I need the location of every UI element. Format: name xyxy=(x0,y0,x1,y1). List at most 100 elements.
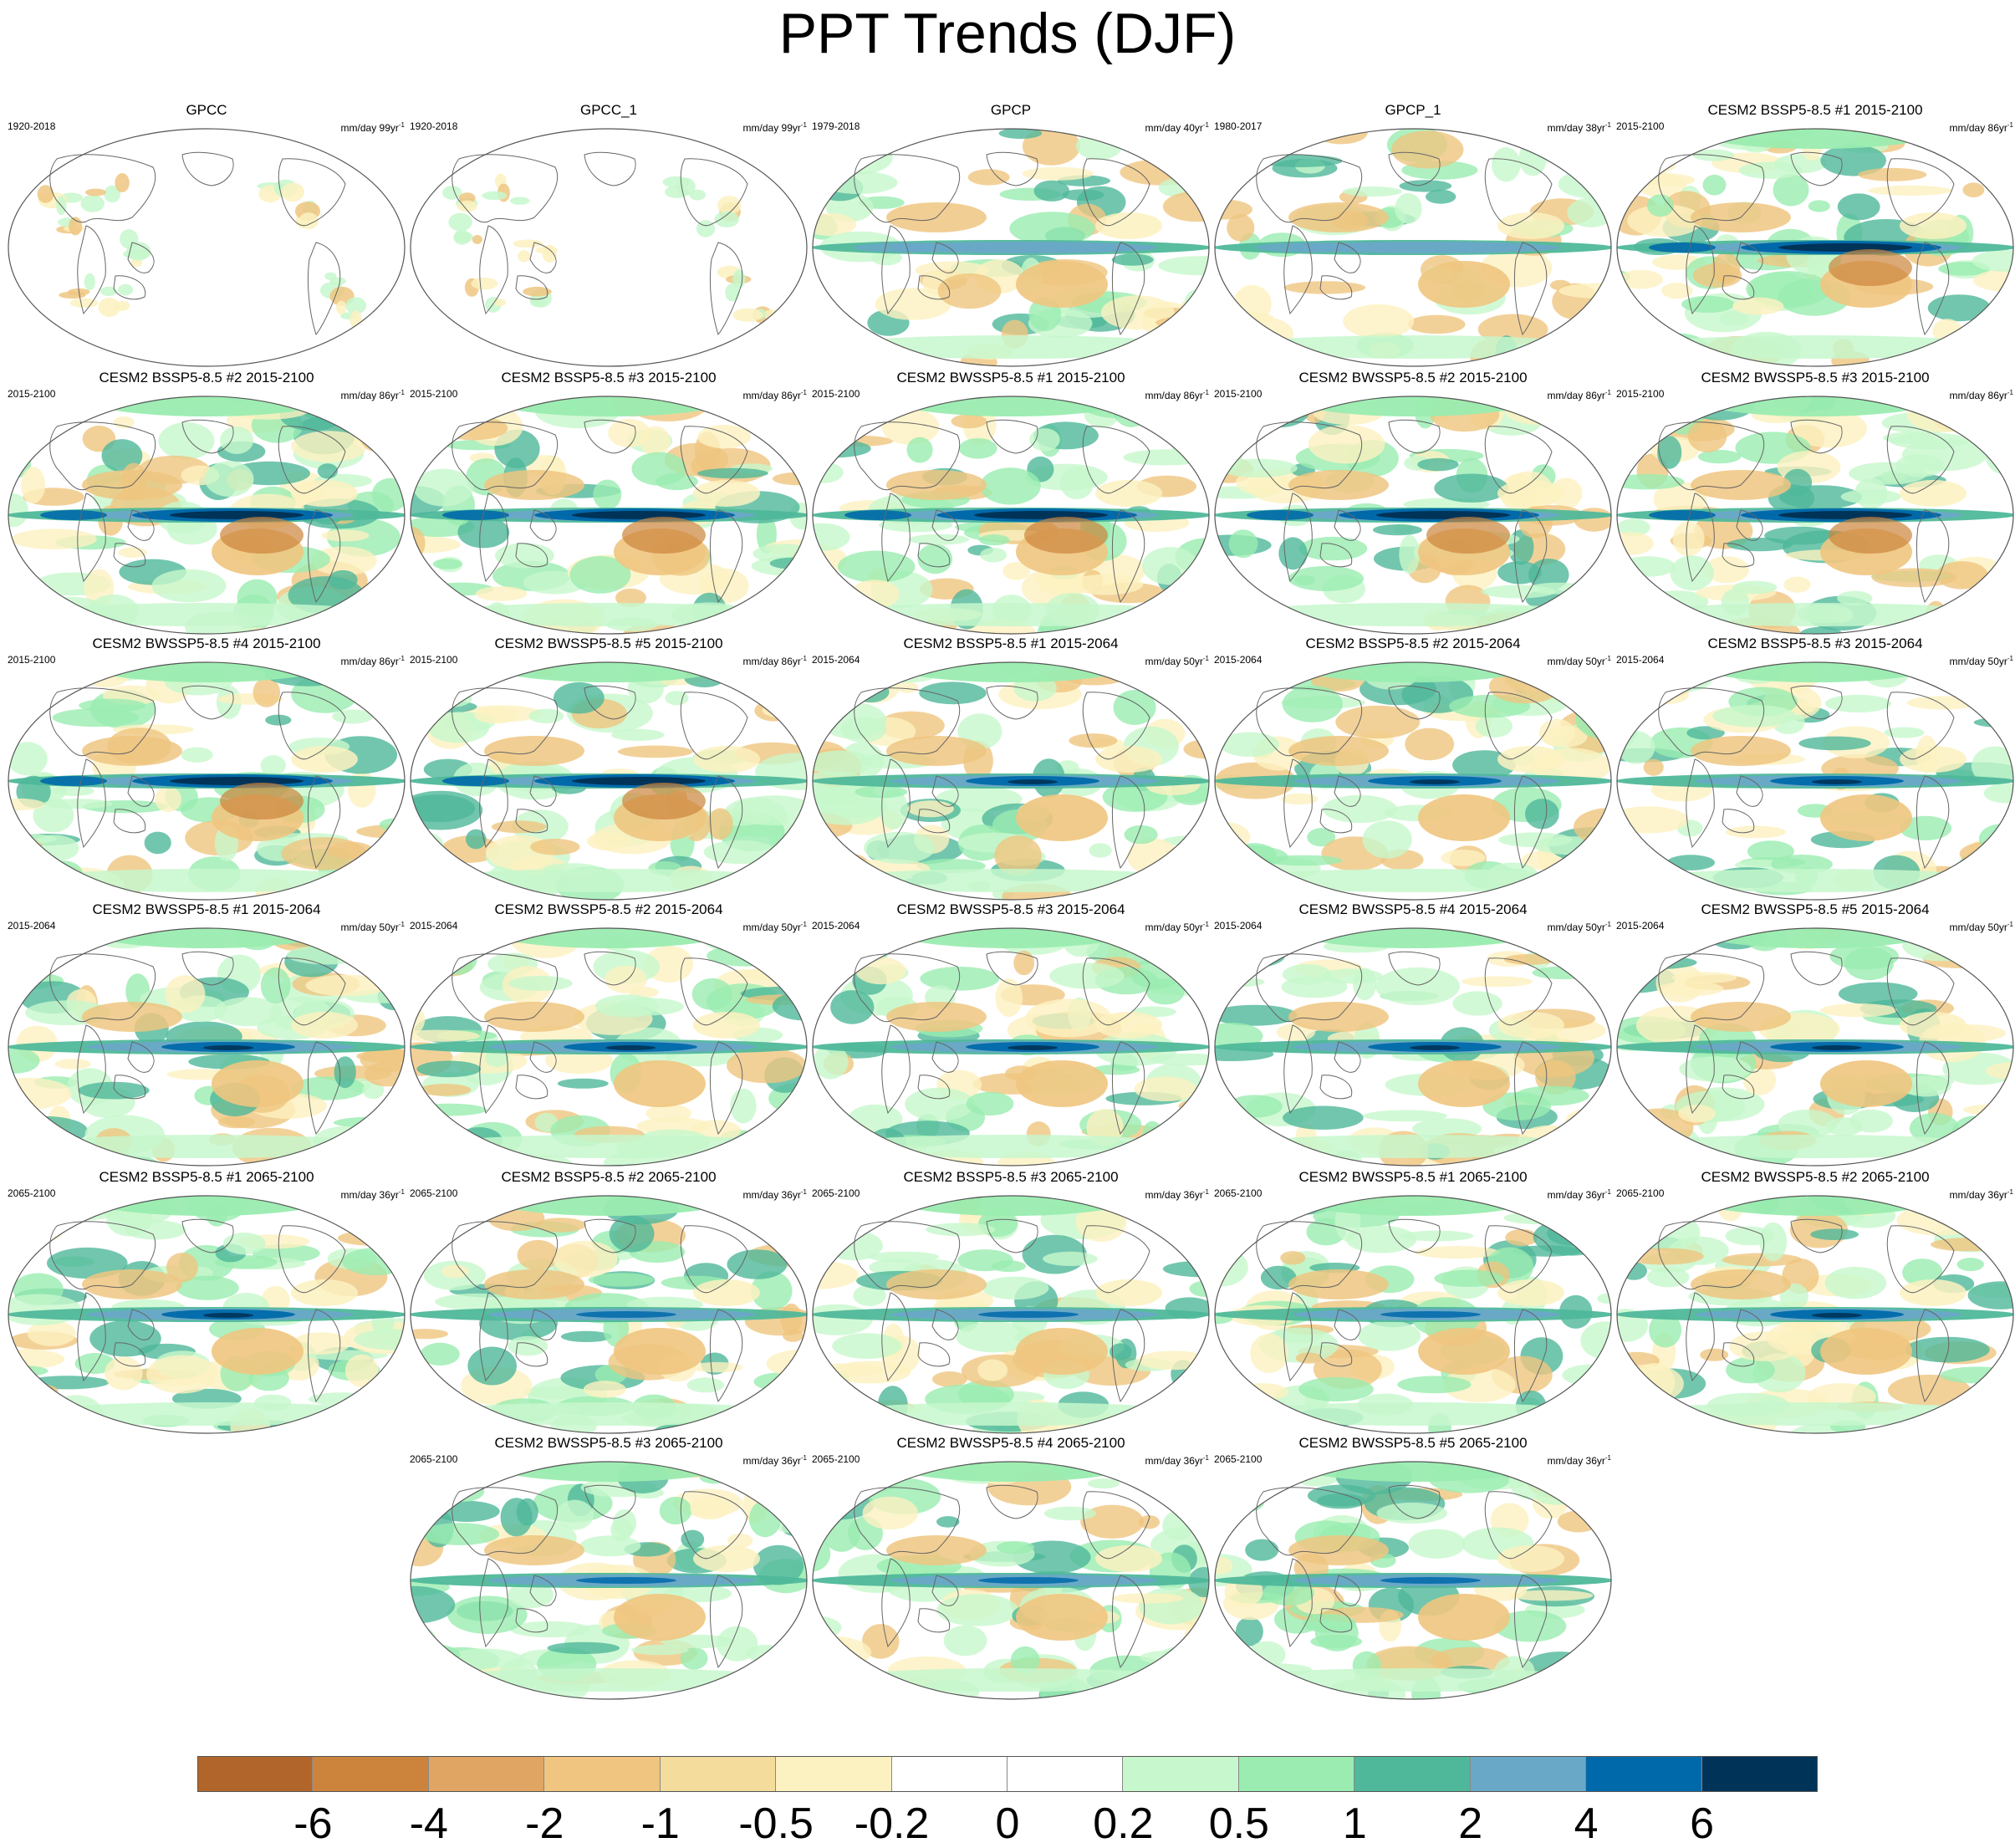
panel-title: CESM2 BWSSP5-8.5 #2 2015-2064 xyxy=(409,901,809,918)
panel-title: CESM2 BSSP5-8.5 #2 2015-2064 xyxy=(1213,636,1613,652)
colorbar-tick-label: 1 xyxy=(1288,1800,1421,1848)
colorbar-tick-label: 6 xyxy=(1635,1800,1769,1848)
precip-trend-map xyxy=(811,659,1211,903)
panel-title: GPCC_1 xyxy=(409,102,809,119)
panel-title: CESM2 BWSSP5-8.5 #5 2015-2064 xyxy=(1615,901,2015,918)
precip-trend-map xyxy=(811,393,1211,637)
precip-trend-map xyxy=(409,125,809,370)
precip-trend-map xyxy=(7,125,406,370)
panel-title: CESM2 BSSP5-8.5 #2 2065-2100 xyxy=(409,1169,809,1186)
colorbar-tick-label: -0.5 xyxy=(709,1800,843,1848)
trend-field xyxy=(811,659,1211,903)
panel-title: CESM2 BWSSP5-8.5 #4 2015-2100 xyxy=(7,636,406,652)
precip-trend-map xyxy=(1213,1458,1613,1703)
precip-trend-map xyxy=(811,1458,1211,1703)
panel-title: CESM2 BSSP5-8.5 #1 2015-2100 xyxy=(1615,102,2015,119)
panel-title: CESM2 BWSSP5-8.5 #2 2015-2100 xyxy=(1213,370,1613,386)
panel-title: GPCC xyxy=(7,102,406,119)
figure-title: PPT Trends (DJF) xyxy=(0,0,2015,67)
panel-title: CESM2 BWSSP5-8.5 #3 2065-2100 xyxy=(409,1435,809,1452)
precip-trend-map xyxy=(409,659,809,903)
precip-trend-map xyxy=(7,925,406,1169)
precip-trend-map xyxy=(1213,925,1613,1169)
precip-trend-map xyxy=(1213,1192,1613,1437)
trend-field xyxy=(1213,659,1613,903)
colorbar xyxy=(197,1756,1818,1794)
precip-trend-map xyxy=(409,1192,809,1437)
precip-trend-map xyxy=(1615,393,2015,637)
panel-title: CESM2 BWSSP5-8.5 #1 2015-2100 xyxy=(811,370,1211,386)
panel-title: CESM2 BWSSP5-8.5 #3 2015-2100 xyxy=(1615,370,2015,386)
panel-title: GPCP xyxy=(811,102,1211,119)
precip-trend-map xyxy=(1213,393,1613,637)
panel-title: CESM2 BWSSP5-8.5 #5 2015-2100 xyxy=(409,636,809,652)
panel-title: GPCP_1 xyxy=(1213,102,1613,119)
colorbar-tick-label: -0.2 xyxy=(825,1800,959,1848)
colorbar-tick-label: -4 xyxy=(362,1800,496,1848)
precip-trend-map xyxy=(811,1192,1211,1437)
panel-title: CESM2 BSSP5-8.5 #2 2015-2100 xyxy=(7,370,406,386)
precip-trend-map xyxy=(1213,125,1613,370)
panel-title: CESM2 BSSP5-8.5 #1 2065-2100 xyxy=(7,1169,406,1186)
colorbar-tick-label: 0 xyxy=(941,1800,1074,1848)
precip-trend-map xyxy=(1615,1192,2015,1437)
panel-title: CESM2 BWSSP5-8.5 #2 2065-2100 xyxy=(1615,1169,2015,1186)
panel-title: CESM2 BWSSP5-8.5 #1 2065-2100 xyxy=(1213,1169,1613,1186)
trend-field xyxy=(1615,1192,2015,1437)
colorbar-tick-label: -6 xyxy=(246,1800,380,1848)
precip-trend-map xyxy=(1615,659,2015,903)
trend-field xyxy=(409,1458,809,1703)
precip-trend-map xyxy=(811,125,1211,370)
colorbar-tick-label: -2 xyxy=(477,1800,611,1848)
colorbar-tick-label: 2 xyxy=(1404,1800,1538,1848)
precip-trend-map xyxy=(7,659,406,903)
panel-title: CESM2 BWSSP5-8.5 #1 2015-2064 xyxy=(7,901,406,918)
panel-title: CESM2 BWSSP5-8.5 #4 2065-2100 xyxy=(811,1435,1211,1452)
colorbar-tick-label: 0.2 xyxy=(1056,1800,1190,1848)
panel-title: CESM2 BWSSP5-8.5 #5 2065-2100 xyxy=(1213,1435,1613,1452)
trend-field xyxy=(811,1192,1211,1437)
precip-trend-map xyxy=(409,393,809,637)
precip-trend-map xyxy=(1615,125,2015,370)
precip-trend-map xyxy=(1615,925,2015,1169)
precip-trend-map xyxy=(811,925,1211,1169)
trend-field xyxy=(1213,1458,1613,1703)
panel-title: CESM2 BSSP5-8.5 #1 2015-2064 xyxy=(811,636,1211,652)
colorbar-tick-label: -1 xyxy=(594,1800,727,1848)
precip-trend-map xyxy=(409,925,809,1169)
panel-title: CESM2 BSSP5-8.5 #3 2015-2100 xyxy=(409,370,809,386)
colorbar-frame xyxy=(197,1756,1818,1792)
colorbar-tick-label: 4 xyxy=(1519,1800,1653,1848)
precip-trend-map xyxy=(7,1192,406,1437)
precip-trend-map xyxy=(409,1458,809,1703)
precip-trend-map xyxy=(7,393,406,637)
trend-field xyxy=(1615,659,2015,903)
panel-title: CESM2 BWSSP5-8.5 #4 2015-2064 xyxy=(1213,901,1613,918)
colorbar-tick-label: 0.5 xyxy=(1172,1800,1306,1848)
